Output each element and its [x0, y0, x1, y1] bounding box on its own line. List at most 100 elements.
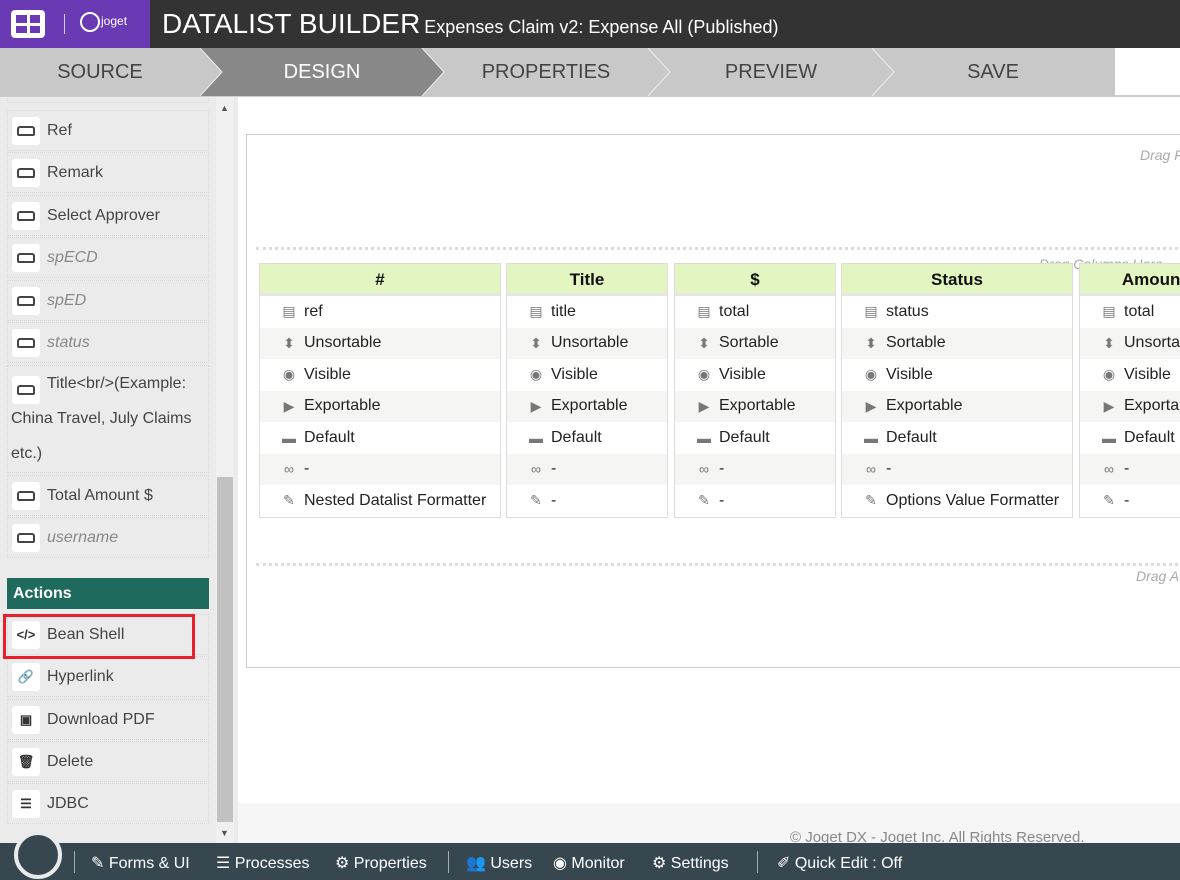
palette-action-download-pdf[interactable]: ▣ Download PDF [7, 699, 209, 740]
menu-processes[interactable]: ☰ Processes [216, 855, 310, 872]
item-label: status [47, 333, 90, 351]
sort-icon: ⬍ [865, 334, 877, 351]
property-value: total [1124, 302, 1155, 320]
property-value: Sortable [719, 334, 779, 352]
palette-column-remark[interactable]: Remark [7, 152, 209, 193]
property-value: Default [886, 428, 937, 446]
column-header[interactable]: # [260, 264, 500, 296]
menu-forms-ui[interactable]: ✎ Forms & UI [91, 855, 190, 872]
database-icon: ▤ [282, 303, 296, 320]
menu-properties[interactable]: ⚙ Properties [335, 855, 427, 872]
database-icon: ▤ [697, 303, 711, 320]
palette-column-sped[interactable]: spED [7, 280, 209, 321]
item-label: spECD [47, 248, 98, 266]
property-value: Default [551, 428, 602, 446]
actions-drop-zone[interactable]: Drag A [1136, 568, 1180, 584]
datalist-column-card[interactable]: Status ▤ status ⬍ Sortable ◉ Visible ▶ Exportabl… [841, 263, 1073, 518]
ruler-icon: ▬ [529, 429, 543, 446]
eye-icon: ◉ [864, 366, 878, 383]
property-value: Visible [886, 365, 933, 383]
code-icon: </> [12, 620, 40, 649]
column-property-row: ∞ - [260, 453, 500, 485]
item-label: Select Approver [47, 206, 160, 224]
brush-icon: ✎ [530, 492, 542, 509]
menu-monitor[interactable]: ◉ Monitor [553, 855, 625, 872]
palette-column-total-amount[interactable]: Total Amount $ [7, 475, 209, 516]
property-value: - [1124, 491, 1130, 509]
tab-source[interactable]: SOURCE [57, 61, 143, 83]
property-value: - [1124, 460, 1130, 478]
palette-action-delete[interactable]: 🗑 Delete [7, 741, 209, 782]
palette-column-ref[interactable]: Ref [7, 110, 209, 151]
palette-action-hyperlink[interactable]: 🔗 Hyperlink [7, 656, 209, 697]
eye-icon: ◉ [697, 366, 711, 383]
column-property-row: ◉ Visible [842, 359, 1072, 391]
joget-home-icon[interactable] [14, 831, 62, 879]
column-property-row: ▶ Exportable [1080, 390, 1180, 422]
brush-icon: ✎ [865, 492, 877, 509]
column-header[interactable]: Status [842, 264, 1072, 296]
tab-design[interactable]: DESIGN [283, 61, 361, 83]
sort-icon: ⬍ [283, 334, 295, 351]
item-label: Total Amount $ [47, 486, 153, 504]
palette-action-bean-shell[interactable]: </> Bean Shell [7, 614, 209, 655]
item-label: spED [47, 291, 87, 309]
datalist-column-card[interactable]: Title ▤ title ⬍ Unsortable ◉ Visible ▶ Exportabl… [506, 263, 668, 518]
menu-settings[interactable]: ⚙ Settings [652, 855, 729, 872]
sort-icon: ⬍ [530, 334, 542, 351]
column-header[interactable]: Title [507, 264, 667, 296]
menu-quick-edit[interactable]: ✐ Quick Edit : Off [777, 855, 903, 872]
database-icon: ▤ [864, 303, 878, 320]
palette-sidebar: Ref Remark Select Approver spECD spED st… [0, 96, 238, 843]
column-property-row: ✎ - [675, 485, 835, 517]
eye-icon: ◉ [1102, 366, 1116, 383]
app-header: joget DATALIST BUILDER Expenses Claim v2:… [0, 0, 1180, 48]
menu-users[interactable]: 👥 Users [466, 855, 533, 872]
column-property-row: ⬍ Sortable [842, 327, 1072, 359]
datalist-column-card[interactable]: # ▤ ref ⬍ Unsortable ◉ Visible ▶ Exportable ▬ Defa… [259, 263, 501, 518]
property-value: Exportable [304, 397, 381, 415]
database-icon: ▤ [529, 303, 543, 320]
palette-column-title[interactable]: Title<br/>(Example: China Travel, July C… [7, 365, 209, 473]
column-property-row: ∞ - [842, 453, 1072, 485]
property-value: Exportable [551, 397, 628, 415]
palette-column-select-approver[interactable]: Select Approver [7, 195, 209, 236]
column-header[interactable]: $ [675, 264, 835, 296]
item-label: username [47, 528, 119, 546]
column-property-row: ✎ Nested Datalist Formatter [260, 485, 500, 517]
column-property-row: ▶ Exportable [260, 390, 500, 422]
hdd-icon [12, 376, 40, 404]
column-property-row: ◉ Visible [260, 359, 500, 391]
item-label: Hyperlink [47, 667, 114, 685]
palette-action-jdbc[interactable]: ☰ JDBC [7, 783, 209, 824]
palette-column-status[interactable]: status [7, 322, 209, 363]
column-property-row: ∞ - [1080, 453, 1180, 485]
column-property-row: ▤ total [1080, 296, 1180, 328]
sidebar-scrollbar[interactable]: ▲ ▼ [216, 97, 234, 843]
item-label: JDBC [47, 794, 89, 812]
palette-column-username[interactable]: username [7, 517, 209, 558]
column-property-row: ▤ title [507, 296, 667, 328]
datalist-column-card[interactable]: Amount ▤ total ⬍ Unsortable ◉ Visible ▶ Exportab… [1079, 263, 1180, 518]
datalist-column-card[interactable]: $ ▤ total ⬍ Sortable ◉ Visible ▶ Exportable ▬ Defa… [674, 263, 836, 518]
footer: © Joget DX - Joget Inc. All Rights Reser… [238, 803, 1180, 846]
property-value: Nested Datalist Formatter [304, 491, 487, 509]
tab-preview[interactable]: PREVIEW [724, 61, 818, 83]
sort-icon: ⬍ [698, 334, 710, 351]
copyright: © Joget DX - Joget Inc. All Rights Reser… [790, 829, 1085, 846]
property-value: - [719, 491, 725, 509]
column-header[interactable]: Amount [1080, 264, 1180, 296]
column-property-row: ⬍ Sortable [675, 327, 835, 359]
property-value: - [719, 460, 725, 478]
pdf-download-icon: ▣ [12, 705, 40, 734]
app-grid-icon[interactable] [11, 10, 45, 38]
highlight-box [3, 614, 195, 659]
column-property-row: ▬ Default [507, 422, 667, 454]
filters-drop-zone[interactable]: Drag F [1140, 147, 1180, 163]
tab-save[interactable]: SAVE [967, 61, 1019, 83]
property-value: Exportable [1124, 397, 1180, 415]
palette-column-specd[interactable]: spECD [7, 237, 209, 278]
tab-properties[interactable]: PROPERTIES [481, 61, 611, 83]
column-property-row: ▬ Default [675, 422, 835, 454]
export-icon: ▶ [698, 397, 710, 414]
